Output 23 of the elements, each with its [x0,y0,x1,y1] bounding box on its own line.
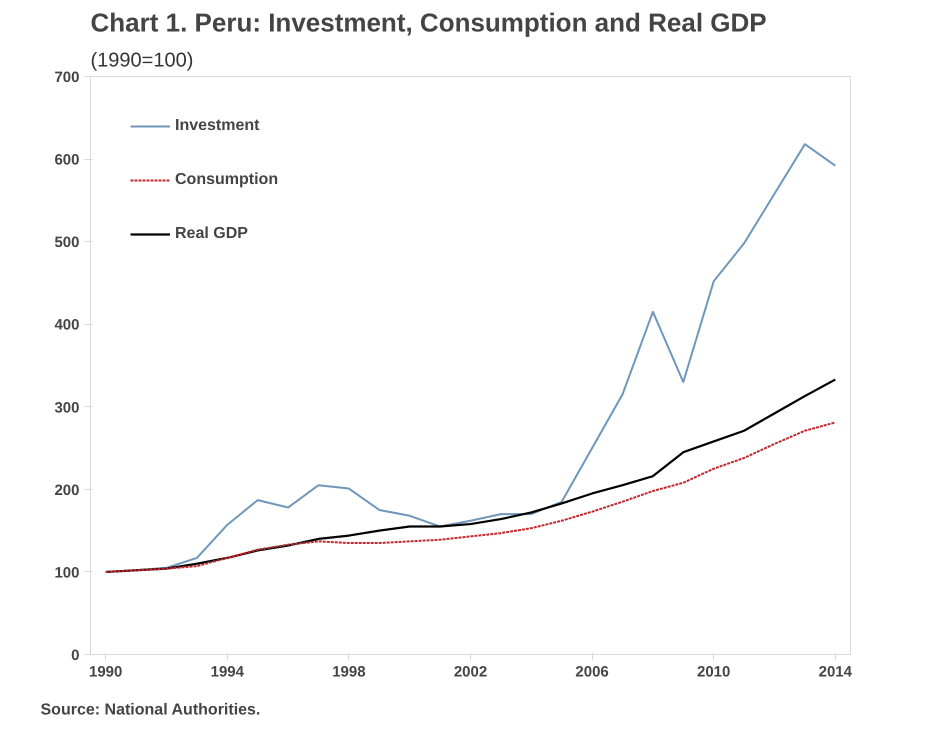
y-tick-label: 400 [54,316,80,334]
x-tick-label: 2010 [697,664,730,680]
y-tick-label: 300 [54,399,80,416]
y-tick-label: 500 [54,234,80,252]
x-tick-label: 1994 [210,664,245,680]
legend-label: Investment [175,117,260,135]
x-tick-label: 1990 [89,664,122,680]
chart-title: Chart 1. Peru: Investment, Consumption and Real GDP [90,8,767,38]
x-tick-label: 2006 [575,664,609,680]
line-series [104,421,836,573]
y-tick-label: 700 [54,69,80,86]
y-tick-label: 100 [54,564,80,582]
legend-label: Real GDP [175,225,248,243]
source-note: Source: National Authorities. [40,702,260,718]
y-tick-label: 200 [54,482,80,499]
chart-subtitle: (1990=100) [90,50,194,72]
y-tick-label: 0 [71,647,80,664]
x-tick-label: 1998 [332,664,366,680]
x-tick-label: 2014 [818,664,853,680]
x-tick-label: 2002 [454,664,488,680]
line-series [104,378,836,574]
legend-label: Consumption [175,171,278,189]
y-tick-label: 600 [54,152,80,169]
